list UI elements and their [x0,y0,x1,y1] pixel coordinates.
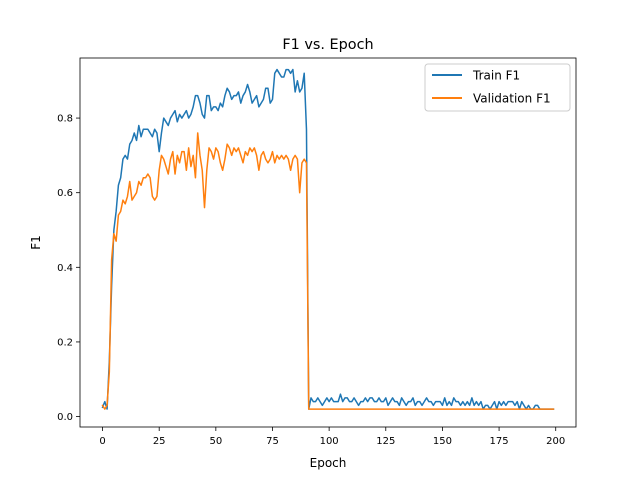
x-axis-label: Epoch [310,456,347,470]
y-tick-label: 0.8 [57,114,73,125]
series-lines [101,68,555,410]
x-tick-label: 75 [266,436,279,447]
x-tick-label: 100 [320,436,339,447]
chart-legend: Train F1 Validation F1 [424,63,571,112]
y-tick-label: 0.2 [57,337,73,348]
axes-frame [79,57,577,428]
legend-label-validation: Validation F1 [473,92,551,106]
x-tick-label: 25 [153,436,166,447]
series-line-train [101,68,555,410]
plot-area [79,57,577,428]
y-axis: 0.0 0.2 0.4 0.6 0.8 [57,114,80,423]
series-line-validation [101,132,555,410]
x-tick-label: 200 [546,436,565,447]
y-tick-label: 0.0 [57,412,73,423]
x-tick-label: 0 [99,436,105,447]
x-tick-label: 50 [209,436,222,447]
chart-title: F1 vs. Epoch [282,37,373,53]
legend-label-train: Train F1 [472,69,520,83]
x-tick-label: 150 [433,436,452,447]
y-tick-label: 0.4 [57,263,73,274]
y-axis-label: F1 [29,235,43,250]
y-tick-label: 0.6 [57,188,73,199]
x-tick-label: 125 [376,436,395,447]
x-axis: 0 25 50 75 100 125 150 175 200 [99,427,565,447]
x-tick-label: 175 [490,436,509,447]
